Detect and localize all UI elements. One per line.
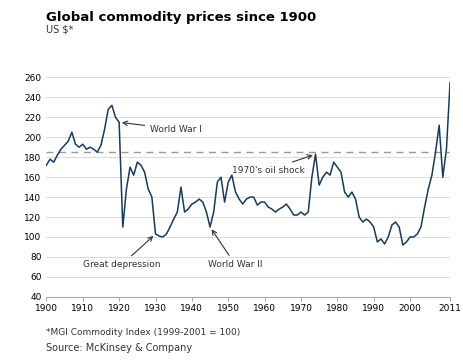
Text: 1970's oil shock: 1970's oil shock	[232, 155, 311, 174]
Text: *MGI Commodity Index (1999-2001 = 100): *MGI Commodity Index (1999-2001 = 100)	[46, 328, 240, 337]
Text: Global commodity prices since 1900: Global commodity prices since 1900	[46, 10, 316, 24]
Text: World War II: World War II	[208, 230, 262, 269]
Text: World War I: World War I	[123, 121, 201, 134]
Text: Source: McKinsey & Company: Source: McKinsey & Company	[46, 343, 192, 353]
Text: Great depression: Great depression	[82, 237, 160, 269]
Text: US $*: US $*	[46, 24, 74, 34]
